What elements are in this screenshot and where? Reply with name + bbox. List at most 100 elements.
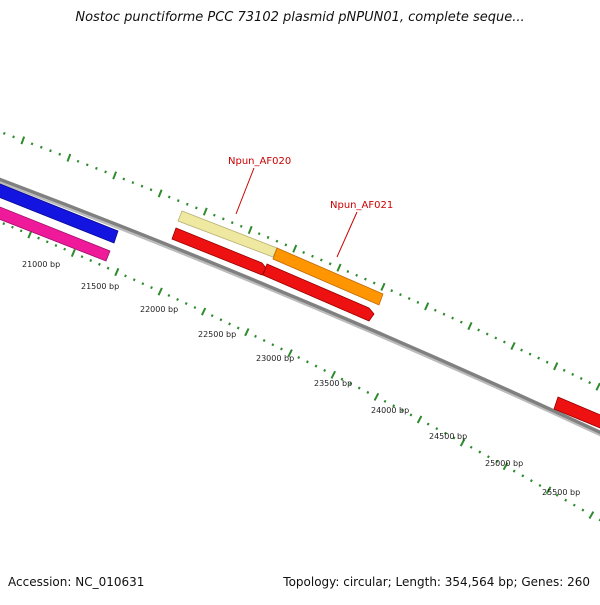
minor-tick-mark bbox=[435, 427, 439, 431]
minor-tick-mark bbox=[63, 247, 67, 251]
major-tick-mark bbox=[70, 248, 76, 257]
map-title: Nostoc punctiforme PCC 73102 plasmid pNP… bbox=[75, 10, 525, 25]
gene-label-leader-npun-af020 bbox=[235, 167, 255, 215]
minor-tick-mark bbox=[280, 347, 283, 351]
major-tick-mark bbox=[459, 438, 466, 447]
minor-tick-mark bbox=[433, 308, 437, 312]
minor-tick-mark bbox=[581, 508, 585, 512]
minor-tick-mark bbox=[141, 282, 145, 286]
minor-tick-mark bbox=[11, 225, 14, 229]
gene-label-npun-af021[interactable]: Npun_AF021 bbox=[330, 200, 393, 211]
scale-label: 22000 bp bbox=[140, 305, 178, 314]
minor-tick-mark bbox=[106, 266, 110, 270]
minor-tick-mark bbox=[340, 377, 344, 381]
minor-tick-mark bbox=[477, 328, 481, 332]
major-tick-mark bbox=[467, 321, 473, 331]
minor-tick-mark bbox=[132, 278, 136, 282]
minor-tick-mark bbox=[486, 455, 490, 459]
major-tick-mark bbox=[114, 267, 120, 277]
minor-tick-mark bbox=[2, 131, 6, 135]
minor-tick-mark bbox=[95, 166, 98, 170]
blue-gene-feature[interactable] bbox=[0, 180, 119, 244]
major-tick-mark bbox=[244, 328, 250, 337]
red-gene-feature-3[interactable] bbox=[553, 396, 600, 432]
minor-tick-mark bbox=[45, 240, 49, 244]
minor-tick-mark bbox=[529, 479, 533, 483]
gene-feature-npun-af020[interactable] bbox=[177, 210, 278, 258]
major-tick-mark bbox=[588, 511, 595, 520]
minor-tick-mark bbox=[383, 399, 387, 403]
major-tick-mark bbox=[112, 171, 118, 180]
minor-tick-mark bbox=[54, 244, 58, 247]
minor-tick-mark bbox=[520, 348, 523, 352]
minor-tick-mark bbox=[239, 224, 243, 228]
scale-label: 23000 bp bbox=[256, 354, 294, 363]
minor-tick-mark bbox=[512, 469, 516, 473]
minor-tick-mark bbox=[80, 255, 84, 259]
minor-tick-mark bbox=[372, 281, 376, 285]
minor-tick-mark bbox=[349, 382, 352, 386]
minor-tick-mark bbox=[39, 145, 43, 149]
outer-tick-ring bbox=[2, 131, 600, 391]
minor-tick-mark bbox=[176, 297, 179, 302]
backbone-track bbox=[0, 177, 600, 435]
minor-tick-mark bbox=[140, 184, 144, 188]
minor-tick-mark bbox=[451, 316, 455, 320]
minor-tick-mark bbox=[221, 217, 225, 221]
major-tick-mark bbox=[373, 392, 380, 401]
minor-tick-mark bbox=[564, 498, 568, 502]
gene-label-npun-af020[interactable]: Npun_AF020 bbox=[228, 156, 291, 167]
minor-tick-mark bbox=[328, 262, 332, 266]
scale-label: 21500 bp bbox=[81, 282, 119, 291]
major-tick-mark bbox=[66, 153, 72, 162]
minor-tick-mark bbox=[230, 221, 234, 225]
minor-tick-mark bbox=[571, 372, 575, 376]
major-tick-mark bbox=[380, 282, 386, 291]
minor-tick-mark bbox=[302, 251, 306, 254]
backbone-track-shadow bbox=[0, 181, 600, 437]
minor-tick-mark bbox=[210, 314, 214, 318]
minor-tick-mark bbox=[2, 222, 6, 226]
minor-tick-mark bbox=[124, 274, 127, 278]
minor-tick-mark bbox=[236, 326, 240, 330]
minor-tick-mark bbox=[400, 408, 404, 412]
minor-tick-mark bbox=[76, 159, 80, 163]
minor-tick-mark bbox=[284, 243, 288, 247]
scale-label: 25500 bp bbox=[542, 488, 580, 497]
minor-tick-mark bbox=[416, 300, 420, 304]
minor-tick-mark bbox=[150, 286, 153, 290]
minor-tick-mark bbox=[407, 296, 411, 301]
major-tick-mark bbox=[287, 349, 293, 358]
minor-tick-mark bbox=[502, 340, 506, 344]
pink-gene-feature[interactable] bbox=[0, 203, 111, 262]
scale-label: 24000 bp bbox=[371, 406, 409, 415]
major-tick-mark bbox=[595, 382, 600, 391]
major-tick-mark bbox=[502, 462, 509, 471]
minor-tick-mark bbox=[545, 360, 549, 364]
minor-tick-mark bbox=[409, 413, 413, 417]
minor-tick-mark bbox=[30, 142, 34, 146]
red-gene-feature-2[interactable] bbox=[262, 263, 375, 322]
minor-tick-mark bbox=[478, 450, 482, 454]
minor-tick-mark bbox=[271, 343, 275, 347]
topology-summary: Topology: circular; Length: 354,564 bp; … bbox=[283, 575, 590, 589]
minor-tick-mark bbox=[254, 334, 257, 338]
minor-tick-mark bbox=[399, 293, 402, 297]
minor-tick-mark bbox=[184, 301, 188, 306]
major-tick-mark bbox=[336, 263, 342, 272]
minor-tick-mark bbox=[19, 229, 23, 233]
minor-tick-mark bbox=[266, 235, 270, 239]
gene-feature-npun-af021[interactable] bbox=[272, 247, 384, 306]
major-tick-mark bbox=[247, 225, 253, 235]
scale-labels: 21000 bp 21500 bp 22000 bp 22500 bp 2300… bbox=[22, 260, 580, 497]
major-tick-mark bbox=[292, 244, 298, 253]
minor-tick-mark bbox=[314, 364, 318, 368]
minor-tick-mark bbox=[85, 163, 89, 167]
scale-label: 24500 bp bbox=[429, 432, 467, 441]
minor-tick-mark bbox=[212, 213, 216, 217]
inner-tick-ring bbox=[2, 222, 600, 522]
minor-tick-mark bbox=[588, 381, 592, 385]
minor-tick-mark bbox=[131, 181, 135, 185]
